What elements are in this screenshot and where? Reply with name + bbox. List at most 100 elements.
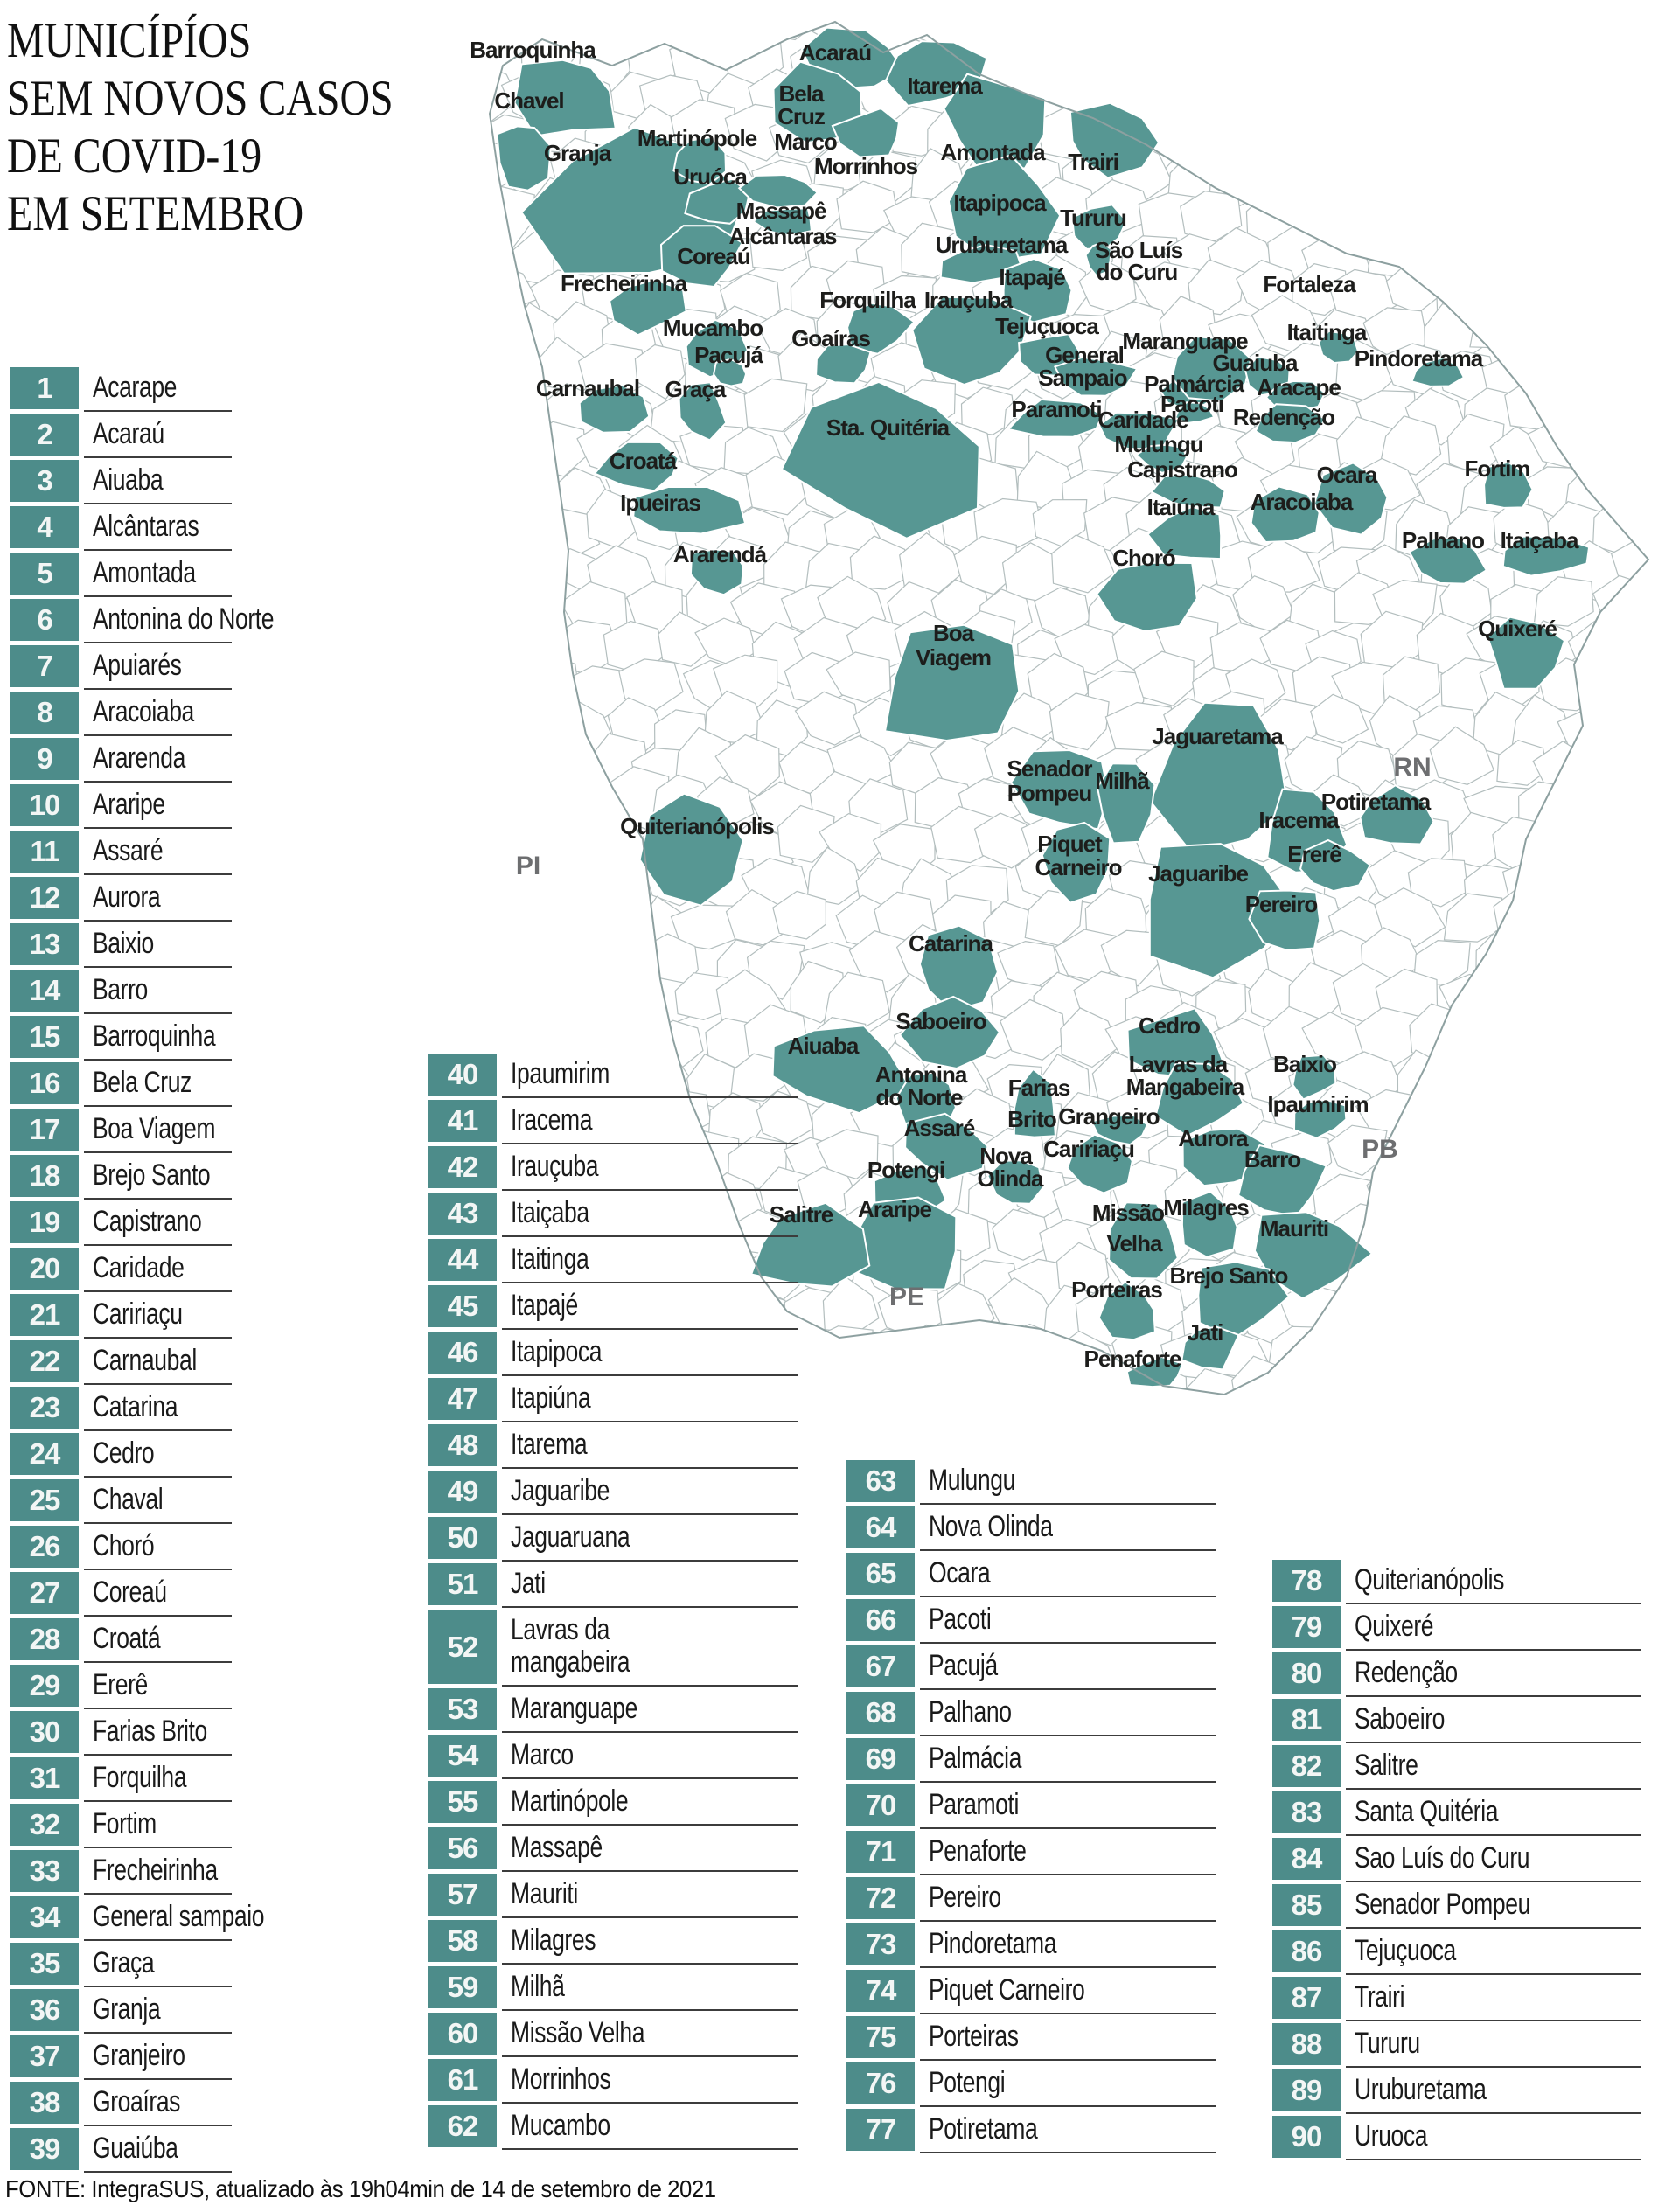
list-item-number: 90 [1272,2116,1341,2158]
row-separator [502,1328,798,1330]
list-item: 82 Salitre [1272,1743,1641,1790]
list-item-number: 77 [846,2109,915,2151]
row-separator [84,1569,232,1570]
list-item: 35 Graça [10,1941,232,1987]
municipality-label: Forquilha [819,287,916,313]
teal-municipality-patch [578,384,651,434]
list-item-name: Ipaumirim [511,1057,610,1090]
list-item-name: Apuiarés [93,649,182,682]
municipality-label: Choró [1112,545,1175,571]
row-separator [1346,1649,1641,1651]
teal-municipality-patch [1084,241,1112,277]
list-item-number: 38 [10,2082,79,2124]
title-line: DE COVID-19 [7,129,262,184]
list-item-name: Carnaubal [93,1344,197,1377]
row-separator [84,2078,232,2080]
row-separator [84,1290,232,1292]
list-item-name: Mauriti [511,1877,578,1910]
row-separator [1346,2066,1641,2068]
list-item: 11 Assaré [10,829,232,875]
row-separator [502,1916,798,1918]
list-item-number: 25 [10,1479,79,1521]
list-item-number: 44 [428,1239,497,1281]
row-separator [84,1754,232,1756]
list-item: 89 Uruburetama [1272,2068,1641,2114]
list-item-number: 51 [428,1563,497,1605]
municipality-label: Farias [1008,1075,1070,1101]
municipality-label: Piquet [1037,831,1103,857]
list-item: 36 Granja [10,1987,232,2034]
list-item-number: 49 [428,1471,497,1513]
row-separator [84,1105,232,1107]
municipality-label: Itaíúna [1147,494,1216,520]
teal-municipality-patch [638,792,744,907]
list-item-name: Guaiúba [93,2132,178,2165]
row-separator [84,1615,232,1617]
teal-municipality-patch [1146,505,1223,560]
teal-municipality-patch [947,154,1062,263]
row-separator [84,503,232,504]
teal-municipality-patch [496,125,552,191]
municipality-label: Frecheirinha [561,270,688,296]
list-item-number: 18 [10,1155,79,1197]
municipality-label: Jaguaribe [1148,860,1248,887]
municipality-label: Cedro [1139,1012,1200,1039]
list-item-name: Penaforte [929,1834,1027,1868]
list-item-name: Caririaçu [93,1297,183,1331]
municipality-label: Irauçuba [924,287,1014,313]
municipality-label: Milhã [1095,768,1150,794]
list-item-name: Palhano [929,1695,1012,1729]
list-item-number: 56 [428,1827,497,1869]
municipality-label: do Curu [1097,259,1178,285]
list-item: 80 Redenção [1272,1651,1641,1697]
teal-municipality-patch [1041,821,1111,904]
row-separator [920,2013,1216,2014]
teal-municipality-patch [911,296,1033,386]
list-item-number: 89 [1272,2069,1341,2111]
teal-municipality-patch [780,380,980,539]
teal-municipality-patch [1053,356,1139,397]
row-separator [84,781,232,783]
list-item-number: 80 [1272,1652,1341,1694]
municipality-label: Potiretama [1321,789,1432,815]
list-item-number: 20 [10,1248,79,1290]
list-item: 74 Piquet Carneiro [846,1968,1216,2014]
list-item: 40 Ipaumirim [428,1052,798,1098]
list-item-number: 21 [10,1294,79,1336]
municipality-label: Uruburetama [936,232,1069,258]
list-item-name: Amontada [93,556,196,589]
list-item-name: Morrinhos [511,2062,611,2096]
row-separator [502,1963,798,1965]
list-item-name: Potiretama [929,2112,1038,2146]
municipality-label: Barro [1244,1146,1300,1172]
list-item-number: 33 [10,1850,79,1892]
list-item-name: Forquilha [93,1761,187,1794]
list-item-number: 42 [428,1146,497,1188]
teal-municipality-patch [771,1025,912,1115]
municipality-label: Brito [1007,1106,1056,1132]
title-line: MUNICÍPÍOS [7,13,252,68]
row-separator [84,1012,232,1014]
row-separator [84,456,232,458]
teal-municipality-patch [1487,616,1566,690]
teal-municipality-patch [831,107,900,158]
list-item-name: Ererê [93,1668,148,1701]
row-separator [84,1151,232,1153]
list-item: 67 Pacujá [846,1644,1216,1690]
row-separator [84,1198,232,1200]
list-item-name: Granjeiro [93,2039,185,2072]
list-item-name: Frecheirinha [93,1854,218,1887]
teal-municipality-patch [1317,330,1360,365]
list-item-name: Jaguaruana [511,1520,630,1554]
list-item-name: Lavras da mangabeira [511,1613,630,1679]
list-item-number: 85 [1272,1884,1341,1926]
teal-municipality-patch [1253,1211,1374,1300]
row-separator [84,1986,232,1987]
list-item: 28 Croatá [10,1617,232,1663]
list-item-name: Itapipoca [511,1335,603,1368]
list-item-name: Assaré [93,834,164,867]
municipality-label: Olinda [978,1165,1044,1192]
list-item-number: 50 [428,1517,497,1559]
municipality-label: Alcântaras [729,223,837,249]
